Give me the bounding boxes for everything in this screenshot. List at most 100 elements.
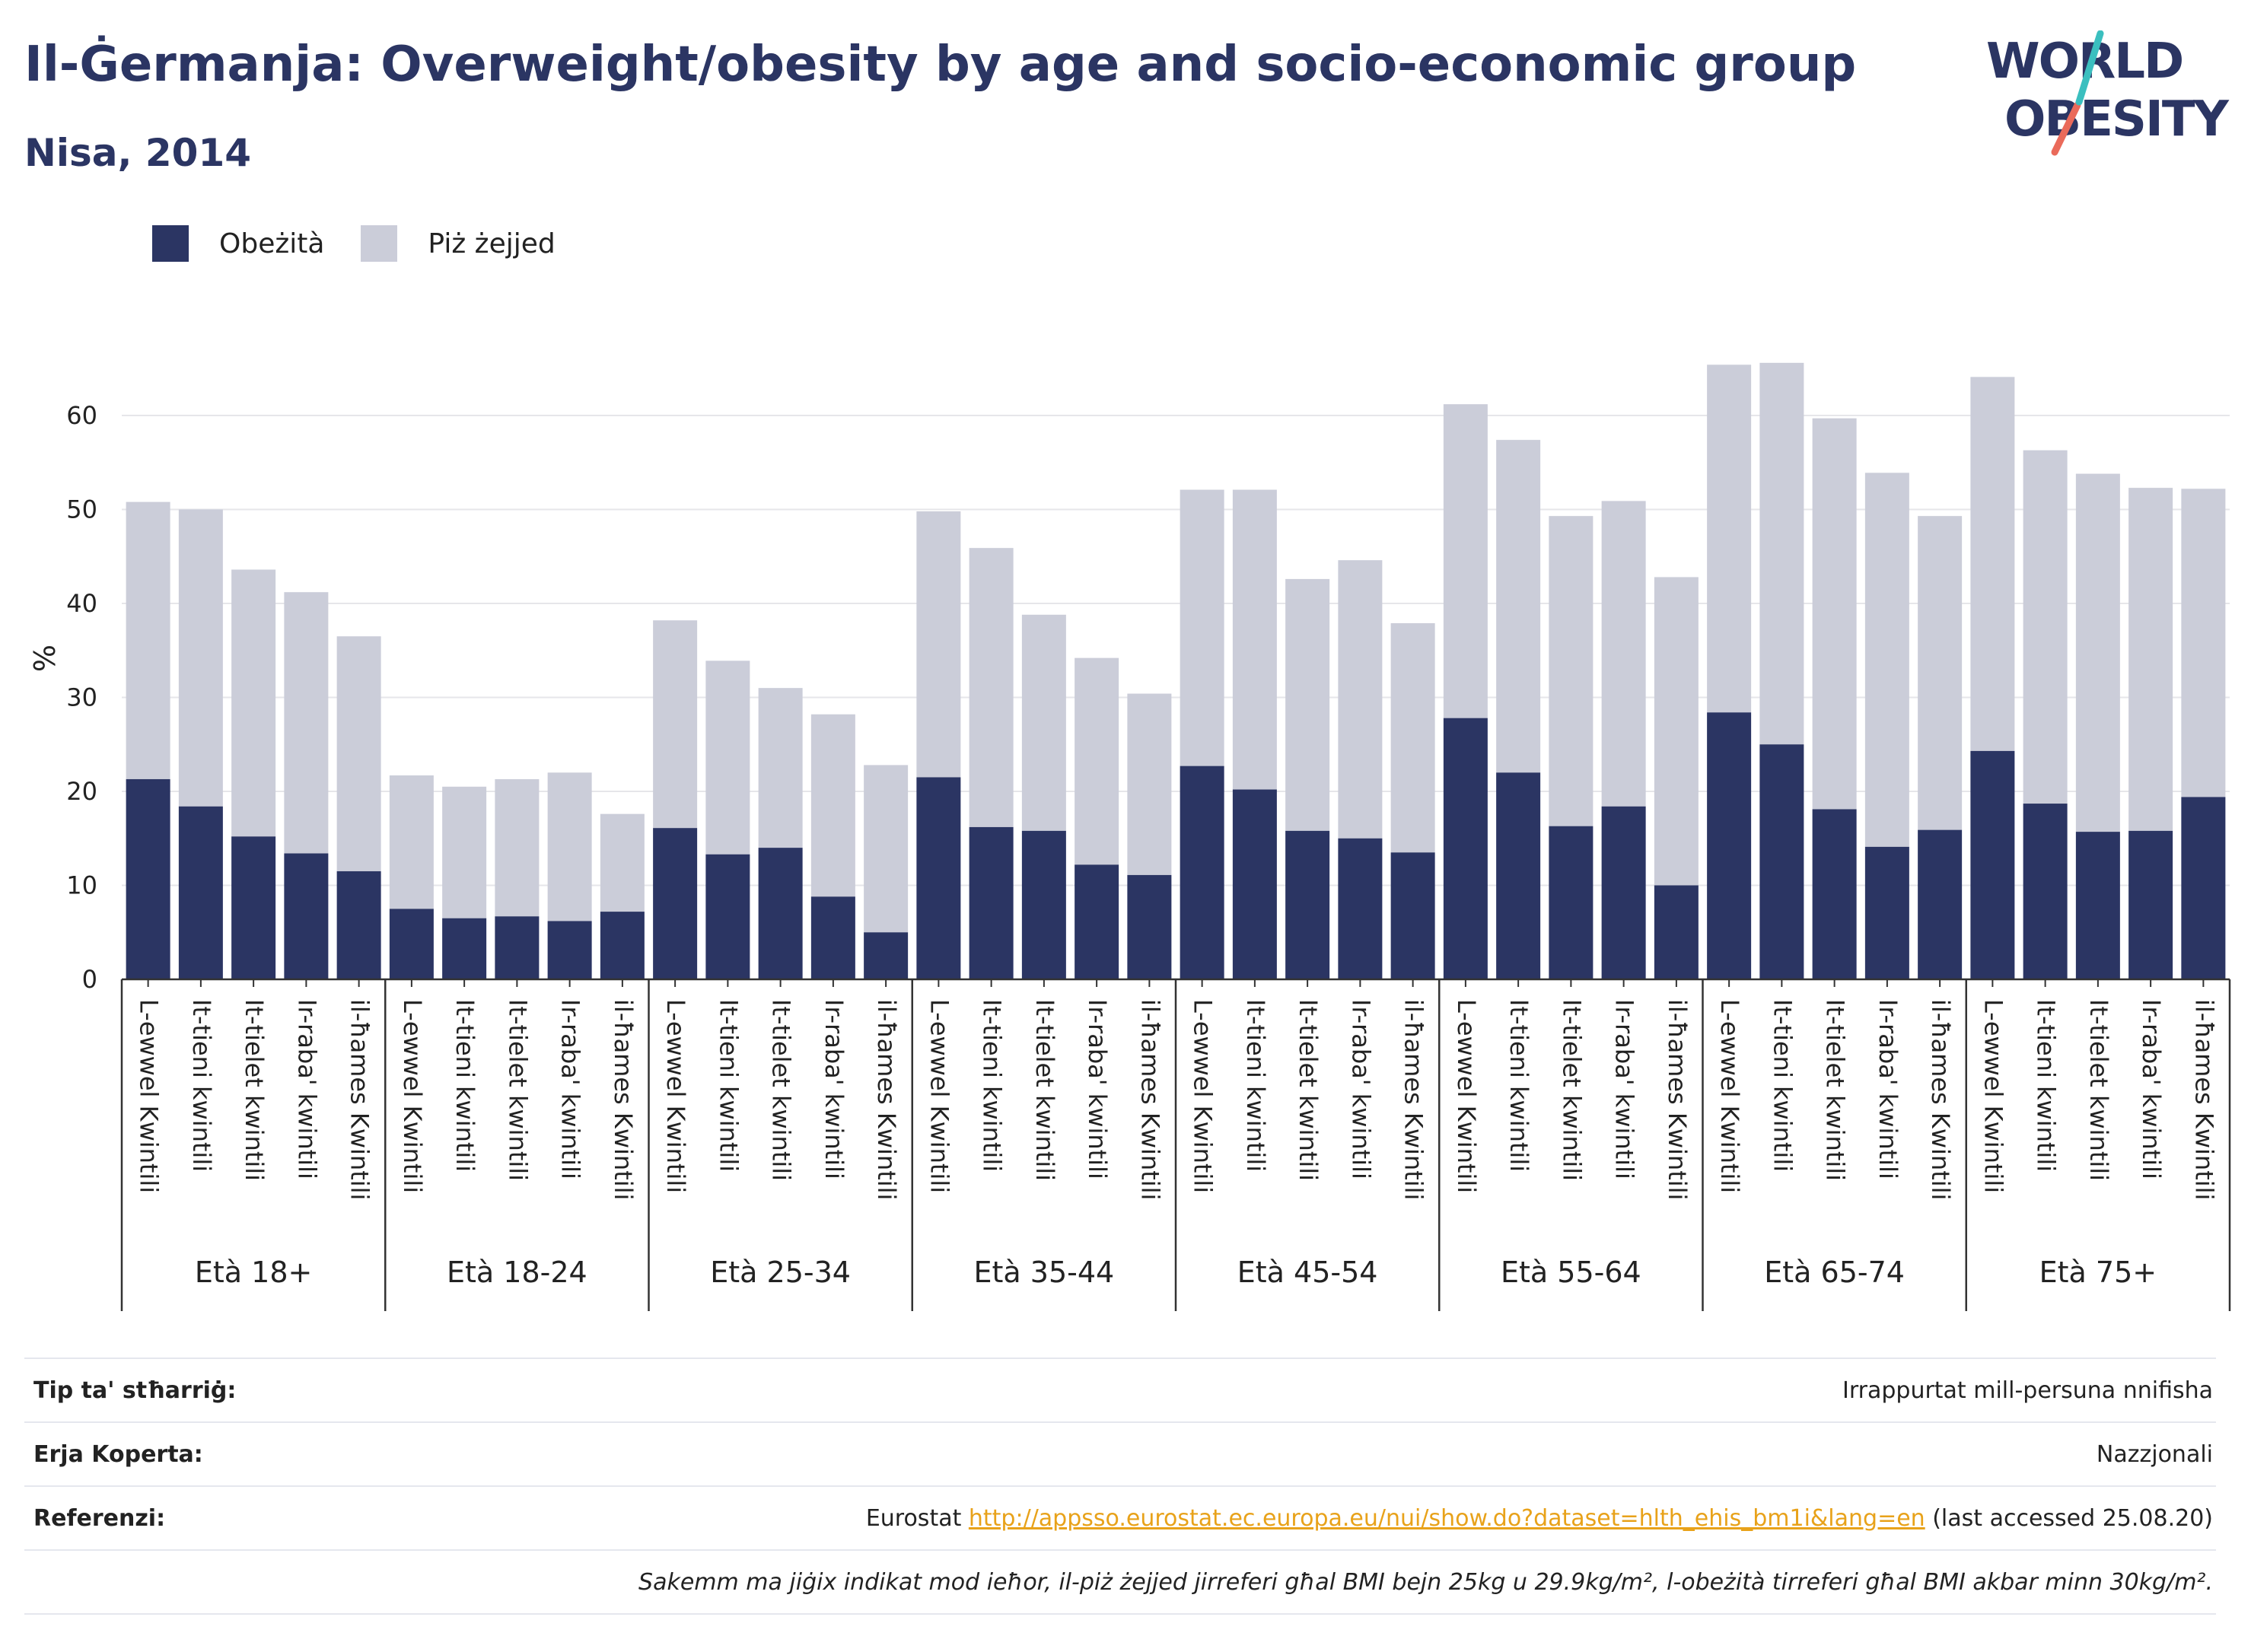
bar-obese [2128,830,2173,979]
x-category-label: It-tieni kwintili [451,999,479,1172]
x-category-label: It-tielet kwintili [1030,999,1059,1181]
world-obesity-logo: WORLD OBESITY [1986,30,2230,156]
bar-overweight [1180,489,1224,766]
x-category-label: It-tielet kwintili [240,999,269,1181]
bar-overweight [916,511,961,778]
footer-key-survey: Tip ta' stħarriġ: [33,1377,237,1404]
y-tick-label: 50 [66,495,97,524]
stacked-bar-chart: 0 10 20 30 40 50 60% L-ewwel Kwintili It-tieni k… [28,362,2231,1311]
x-category-label: Ir-raba' kwintili [1874,999,1902,1179]
x-category-label: il-ħames Kwintili [1399,999,1428,1200]
bar-overweight [389,775,434,909]
y-tick-label: 30 [66,683,97,712]
footer-value-survey: Irrappurtat mill-persuna nnifisha [1842,1377,2213,1404]
group-label: Età 55-64 [1501,1256,1641,1289]
bar-obese [389,909,434,979]
y-tick-label: 0 [82,965,97,994]
bar-overweight [1864,473,1909,847]
bar-obese [758,848,803,979]
y-tick-label: 20 [66,777,97,806]
bar-obese [810,896,855,979]
bar-overweight [810,714,855,897]
x-category-label: It-tieni kwintili [1241,999,1270,1172]
bar-obese [1654,885,1699,979]
x-category-label: It-tielet kwintili [503,999,532,1181]
bar-overweight [1654,577,1699,886]
x-category-label: il-ħames Kwintili [2189,999,2218,1200]
bar-overweight [442,786,487,918]
bar-overweight [1338,560,1383,839]
chart-legend: Obeżità Piż żejjed [152,225,592,262]
x-category-label: L-ewwel Kwintili [1715,999,1744,1193]
bar-obese [231,836,276,979]
bar-obese [1127,874,1172,979]
bar-obese [1285,830,1330,979]
bar-obese [1707,712,1752,979]
y-axis-label: % [28,645,62,672]
bar-overweight [336,636,381,871]
reference-suffix: (last accessed 25.08.20) [1925,1504,2213,1532]
legend-item-obese: Obeżità [152,225,324,262]
x-category-label: It-tieni kwintili [187,999,216,1172]
x-category-label: It-tielet kwintili [1821,999,1850,1181]
bar-overweight [969,548,1014,827]
x-category-label: L-ewwel Kwintili [1452,999,1481,1193]
bar-obese [126,778,170,979]
bar-overweight [126,501,170,779]
x-category-label: il-ħames Kwintili [1135,999,1164,1200]
footer-row-survey: Tip ta' stħarriġ: Irrappurtat mill-persu… [24,1358,2216,1421]
footer-note: Sakemm ma jiġix indikat mod ieħor, il-pi… [638,1568,2213,1596]
bar-overweight [2128,488,2173,831]
x-category-label: It-tieni kwintili [2032,999,2061,1172]
bar-overweight [178,509,223,807]
legend-label-obese: Obeżità [219,228,325,259]
bar-obese [2075,832,2120,979]
bar-overweight [1390,622,1435,853]
bar-obese [916,777,961,979]
footer-row-area: Erja Koperta: Nazzjonali [24,1421,2216,1485]
reference-link[interactable]: http://appsso.eurostat.ec.europa.eu/nui/… [968,1504,1925,1532]
group-label: Età 75+ [2039,1256,2157,1289]
chart-title: Il-Ġermanja: Overweight/obesity by age a… [24,37,1857,93]
bar-obese [547,921,592,979]
bar-overweight [1021,614,1066,831]
x-category-label: It-tielet kwintili [1294,999,1323,1181]
bar-overweight [600,813,645,912]
group-label: Età 18-24 [447,1256,587,1289]
x-category-label: il-ħames Kwintili [872,999,901,1200]
x-category-label: il-ħames Kwintili [1926,999,1955,1200]
footer-value-reference: Eurostat http://appsso.eurostat.ec.europ… [866,1505,2216,1532]
bar-obese [2181,797,2226,979]
x-category-label: Ir-raba' kwintili [2137,999,2166,1179]
bar-overweight [1601,501,1646,807]
y-tick-label: 40 [66,589,97,618]
legend-swatch-overweight [361,225,398,262]
x-category-label: It-tielet kwintili [1557,999,1586,1181]
bar-obese [2023,804,2068,979]
bar-overweight [495,778,540,917]
x-category-label: It-tieni kwintili [1768,999,1797,1172]
bar-overweight [1812,418,1857,810]
x-category-label: Ir-raba' kwintili [292,999,321,1179]
x-category-label: Ir-raba' kwintili [1610,999,1639,1179]
bar-overweight [1549,516,1594,826]
x-category-label: It-tieni kwintili [714,999,743,1172]
x-category-label: It-tieni kwintili [1504,999,1533,1172]
bar-obese [442,918,487,979]
chart-footer: Tip ta' stħarriġ: Irrappurtat mill-persu… [24,1358,2216,1615]
x-category-label: It-tieni kwintili [978,999,1007,1172]
bar-obese [1759,744,1804,979]
x-category-label: Ir-raba' kwintili [1346,999,1375,1179]
x-category-label: il-ħames Kwintili [609,999,638,1200]
bar-obese [1970,750,2015,979]
x-category-label: It-tielet kwintili [2084,999,2113,1181]
bar-overweight [1075,657,1119,865]
legend-item-overweight: Piż żejjed [361,225,556,262]
bar-overweight [1285,578,1330,831]
bar-obese [864,932,909,979]
bar-overweight [864,765,909,933]
bar-obese [336,871,381,979]
bar-obese [1021,830,1066,979]
bar-obese [1338,838,1383,979]
bar-overweight [705,660,750,855]
